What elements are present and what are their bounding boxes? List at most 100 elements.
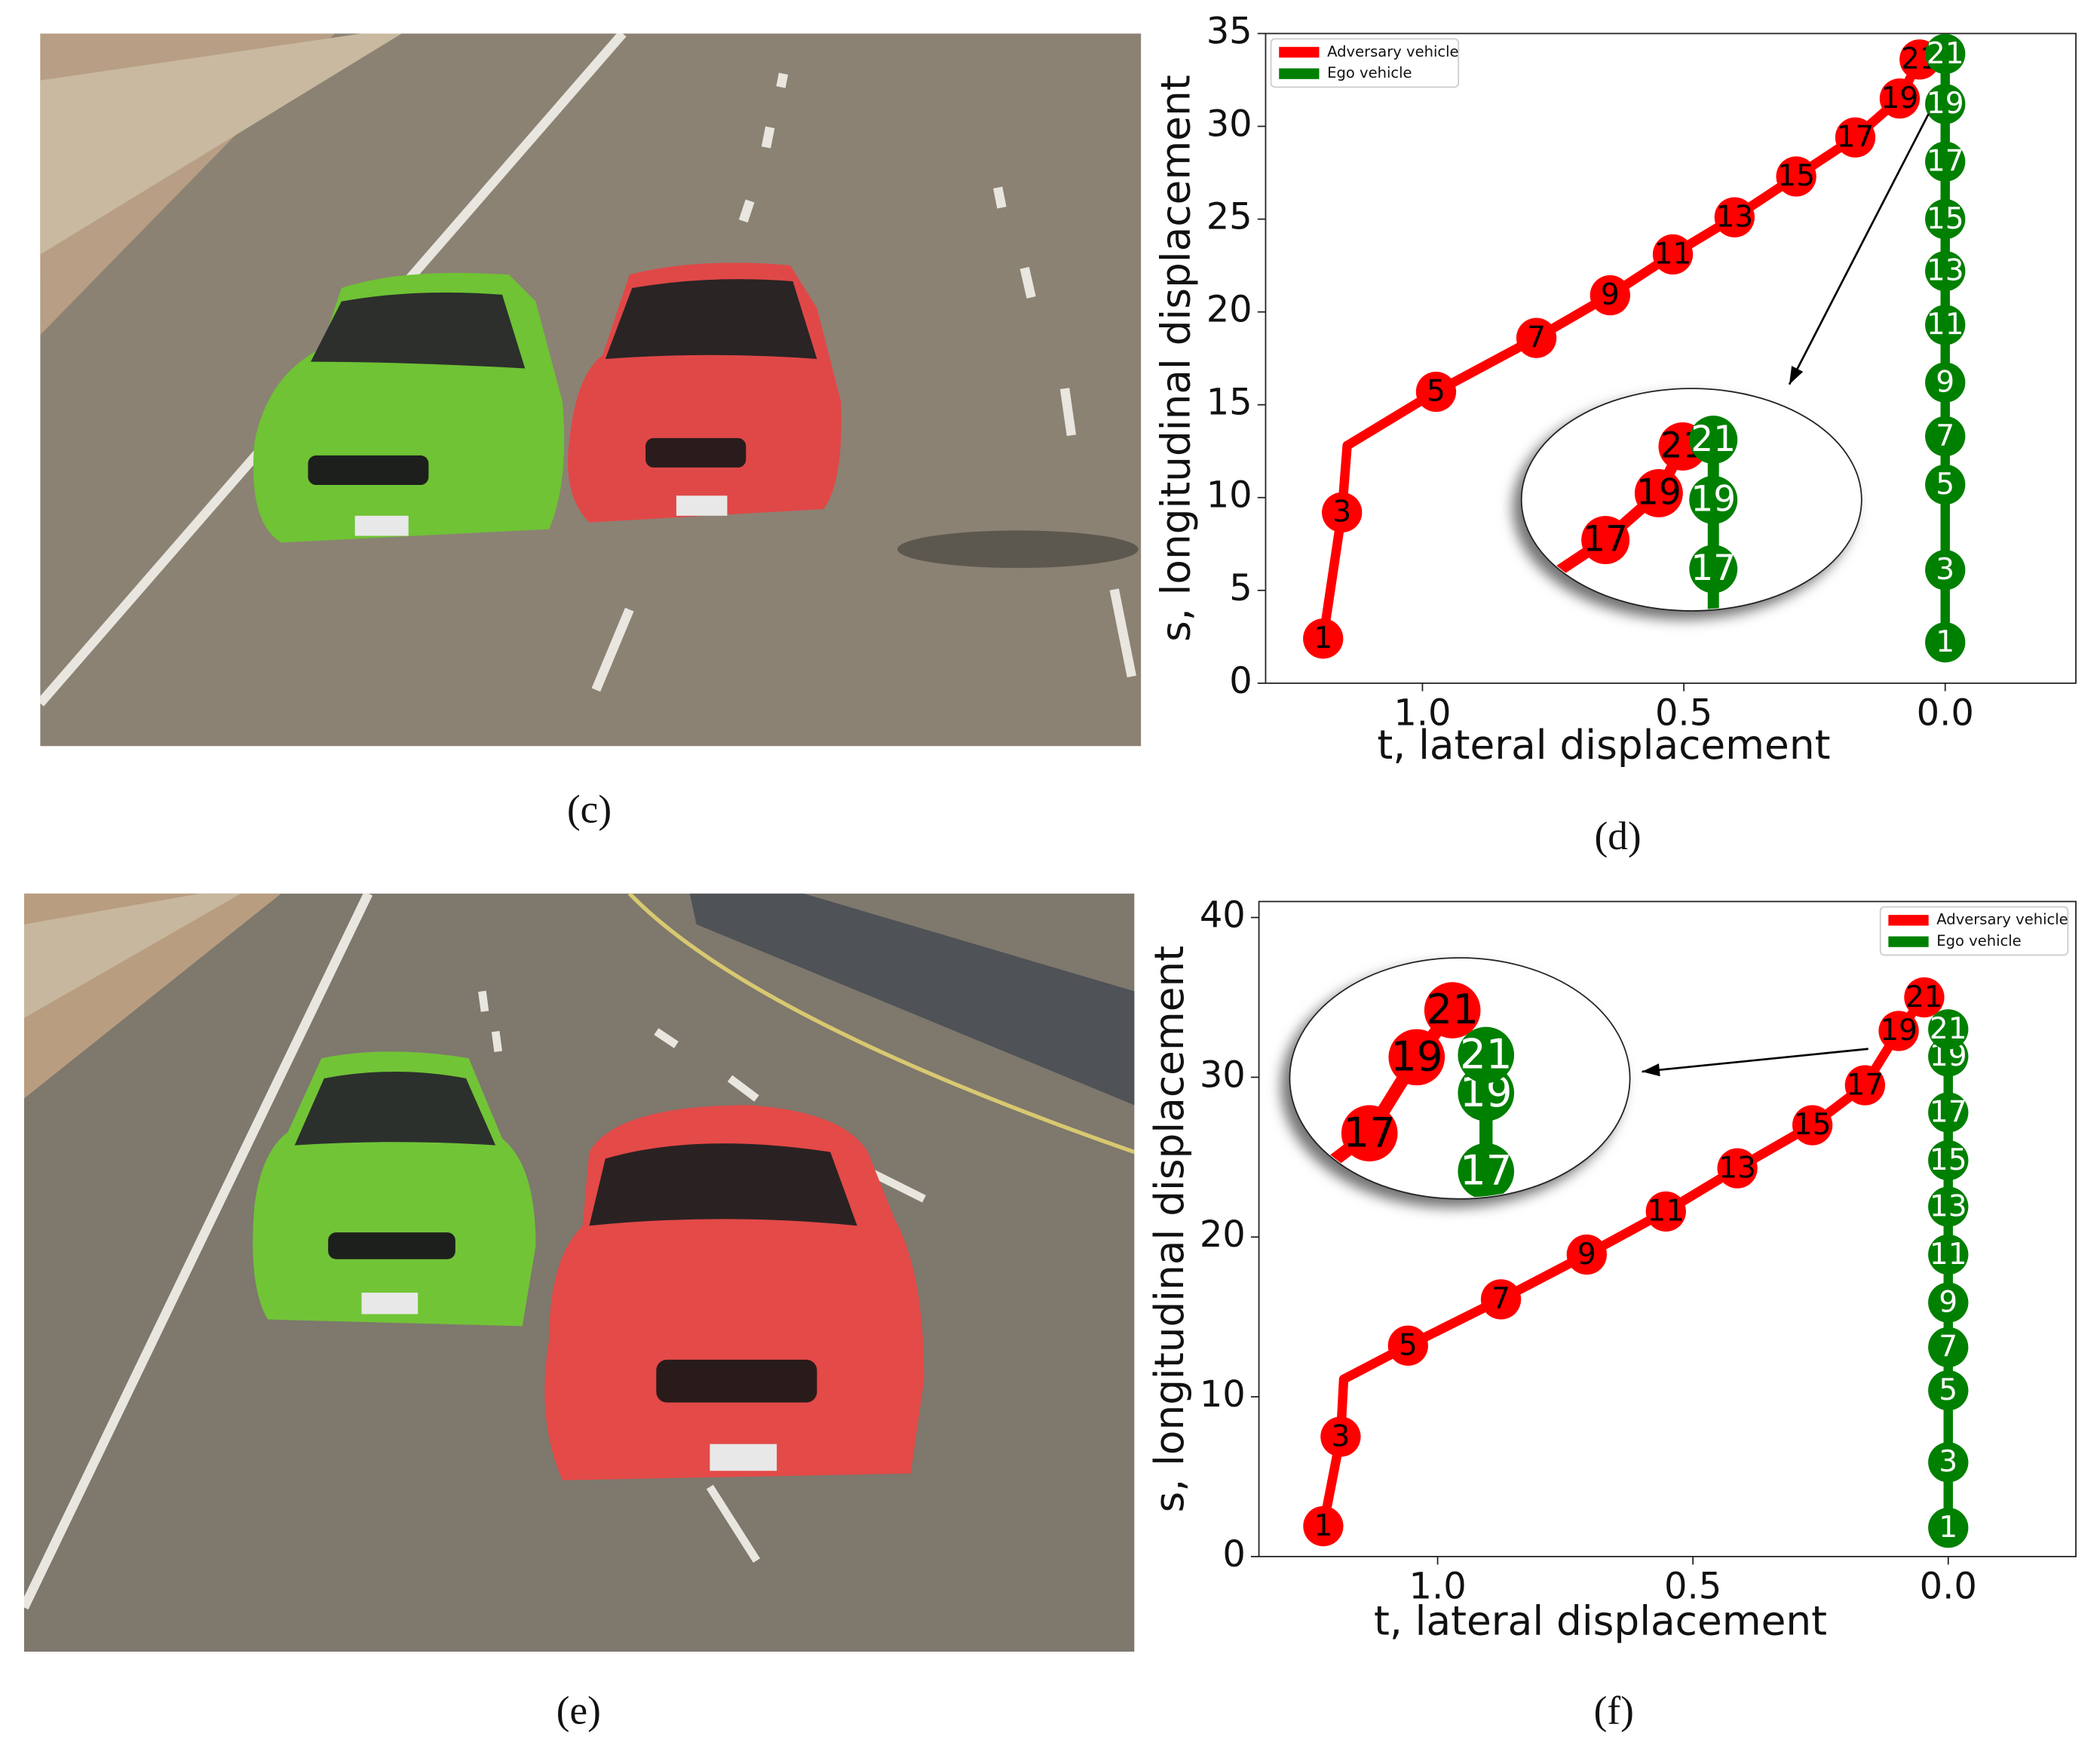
point (1322, 492, 1363, 533)
caption: (e) (556, 1689, 601, 1733)
point (1835, 117, 1876, 158)
point-label: 13 (1438, 615, 1483, 656)
point-label: 9 (1601, 278, 1620, 312)
point-label: 17 (1343, 1108, 1396, 1156)
point-label: 19 (1636, 472, 1682, 514)
point (1522, 563, 1559, 610)
point (1928, 1370, 1969, 1411)
point (1458, 1026, 1515, 1084)
green-car (253, 272, 565, 543)
caption: (f) (1594, 1689, 1634, 1733)
point (1303, 618, 1344, 659)
point-label: 17 (1927, 145, 1964, 179)
arrow-head (1642, 1063, 1660, 1077)
caption: (c) (567, 787, 612, 831)
point-label: 11 (1460, 1345, 1513, 1394)
point-label: 1 (1936, 625, 1954, 659)
y-tick-label: 30 (1200, 1054, 1246, 1096)
point-label: 13 (1715, 200, 1753, 234)
point-label: 13 (1930, 1189, 1967, 1223)
legend-swatch (1279, 68, 1320, 79)
plot-frame (1265, 32, 2077, 684)
point (1689, 875, 1737, 923)
point-label: 5 (1936, 468, 1954, 502)
yellow-line (627, 893, 1135, 1155)
point-label: 3 (1332, 495, 1351, 529)
x-tick-label: 1.0 (1409, 1566, 1466, 1608)
point-label: 15 (1794, 1108, 1832, 1142)
point-label: 19 (1881, 81, 1919, 115)
point (1634, 469, 1683, 517)
point (1458, 1342, 1514, 1399)
y-tick-label: 5 (1229, 567, 1252, 609)
red-car (544, 1105, 924, 1480)
point (1689, 810, 1737, 858)
point-label: 13 (1927, 254, 1964, 288)
y-tick-label: 0 (1229, 660, 1252, 702)
point (1078, 821, 1127, 870)
point (1436, 612, 1485, 660)
point (1388, 1029, 1445, 1086)
legend-label: Adversary vehicle (1936, 911, 2068, 928)
point-label: 19 (1927, 87, 1964, 121)
x-tick-label: 0.0 (1920, 1566, 1977, 1608)
point (1320, 1416, 1361, 1457)
point-label: 5 (1939, 1373, 1957, 1407)
y-tick-label: 40 (1200, 894, 1246, 937)
railing (23, 893, 241, 1018)
point (1291, 1161, 1324, 1198)
point-label: 17 (1460, 1146, 1513, 1195)
point-label: 9 (1939, 1285, 1957, 1319)
point-label: 11 (1927, 308, 1964, 342)
point (1925, 250, 1966, 292)
legend-label: Ego vehicle (1327, 64, 1412, 81)
point (1458, 1143, 1515, 1198)
point (1925, 362, 1966, 403)
caption: (d) (1595, 814, 1642, 858)
point-label: 15 (1777, 159, 1815, 193)
y-tick-label: 20 (1200, 1213, 1246, 1256)
x-tick-label: 0.5 (1655, 692, 1712, 735)
point-label: 21 (1905, 980, 1943, 1014)
legend-label: Adversary vehicle (1327, 43, 1458, 60)
point-label: 15 (1927, 202, 1964, 236)
point-label: 7 (1702, 877, 1724, 919)
point-label: 5 (1399, 1329, 1418, 1363)
point-label: 15 (1691, 617, 1736, 658)
point (1928, 1234, 1969, 1275)
point-label: 3 (1331, 1419, 1350, 1453)
legend-swatch (1888, 915, 1929, 926)
scene-photo-e (23, 893, 1135, 1652)
point-label: 7 (1936, 419, 1954, 453)
point-label: 15 (1460, 1213, 1513, 1262)
point-label: 1 (1939, 1511, 1957, 1545)
legend-swatch (1279, 47, 1320, 58)
point (1928, 1186, 1969, 1227)
arrow-head (1789, 366, 1804, 385)
x-axis-label: t, lateral displacement (1374, 1597, 1827, 1644)
point-label: 17 (1583, 519, 1628, 560)
point-label: 21 (1930, 1012, 1967, 1046)
point-label: 7 (1491, 1282, 1510, 1316)
point-label: 9 (1936, 365, 1954, 399)
arrow (1788, 113, 1930, 385)
plot-frame (1258, 900, 2077, 1557)
point-label: 5 (1427, 375, 1445, 409)
point (1652, 234, 1694, 275)
lane-edge (23, 893, 373, 1610)
railing (40, 33, 402, 255)
point (1480, 1279, 1522, 1320)
point (1581, 516, 1630, 565)
y-tick-label: 30 (1206, 103, 1252, 146)
point (1928, 1282, 1969, 1323)
red-car (568, 262, 842, 523)
point-label: 1 (1314, 1509, 1332, 1543)
point (1925, 416, 1966, 457)
point-label: 19 (1880, 1014, 1918, 1048)
point (1928, 1009, 1969, 1050)
point-label: 1 (1314, 621, 1332, 655)
point (1925, 141, 1966, 182)
point-label: 17 (1930, 1095, 1967, 1129)
